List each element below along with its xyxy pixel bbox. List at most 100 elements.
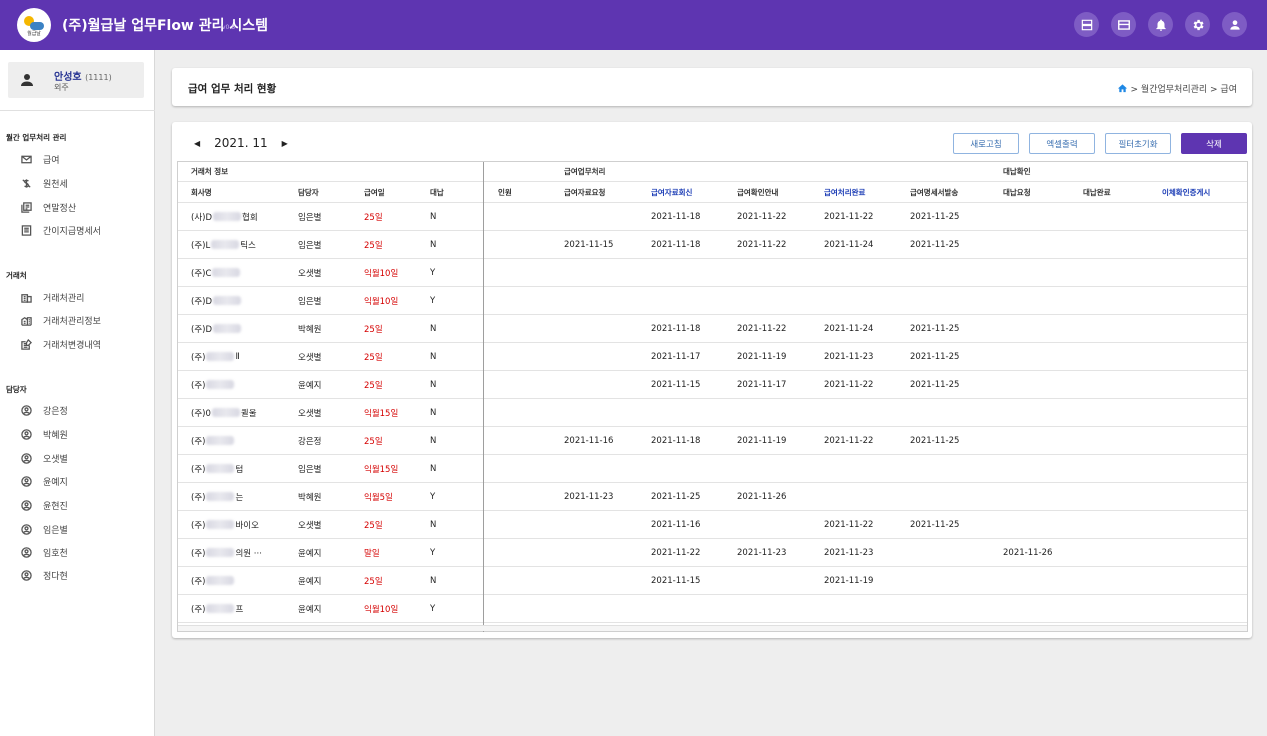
payday-cell: 익월10일	[364, 604, 399, 615]
company-prefix: (주)	[191, 352, 206, 363]
column-header[interactable]: 이체확인증게시	[1162, 187, 1211, 197]
company-name-cell: (주)	[191, 427, 235, 454]
gear-icon[interactable]	[1185, 12, 1210, 37]
column-header[interactable]: 급여처리완료	[824, 187, 866, 197]
sidebar-item-label: 정다현	[43, 571, 68, 582]
preq-cell: 2021-11-26	[1003, 547, 1053, 558]
column-header[interactable]: 급여자료요청	[564, 187, 606, 197]
table-row[interactable]: (주) 는 박혜원 익월5일 Y 2021-11-23 2021-11-25 2021-11-…	[178, 483, 1247, 511]
done-cell: 2021-11-22	[824, 435, 874, 446]
slip-cell: 2021-11-25	[910, 435, 960, 446]
table-row[interactable]: (주) 윤예지 25일 N 2021-11-15 2021-11-19	[178, 567, 1247, 595]
sidebar-item-label: 거래처관리정보	[43, 316, 101, 327]
sidebar-divider	[0, 110, 155, 111]
sidebar-item-manager-3[interactable]: 오샛별	[20, 451, 68, 465]
done-cell: 2021-11-23	[824, 351, 874, 362]
current-month: 2021. 11	[214, 136, 268, 150]
payday-cell: 25일	[364, 576, 383, 587]
company-suffix: 퀼울	[240, 408, 257, 419]
done-cell: 2021-11-24	[824, 239, 874, 250]
sidebar-item-client-management[interactable]: 거래처관리	[20, 290, 84, 304]
sidebar-item-manager-6[interactable]: 임은별	[20, 522, 68, 536]
sidebar-item-client-info[interactable]: 거래처관리정보	[20, 313, 101, 327]
horizontal-scrollbar[interactable]	[178, 625, 1247, 631]
home-icon[interactable]	[1117, 83, 1128, 94]
column-header[interactable]: 급여일	[364, 187, 385, 197]
table-row[interactable]: (주)C 오샛별 익월10일 Y	[178, 259, 1247, 287]
proxy-cell: N	[430, 351, 437, 362]
confirm-cell: 2021-11-17	[737, 379, 787, 390]
table-row[interactable]: (주)D 박혜원 25일 N 2021-11-18 2021-11-22 2021-11-2…	[178, 315, 1247, 343]
column-header[interactable]: 담당자	[298, 187, 319, 197]
table-row[interactable]: (사)D 협회 임은별 25일 N 2021-11-18 2021-11-22 2021-11…	[178, 203, 1247, 231]
sidebar-item-manager-4[interactable]: 윤예지	[20, 474, 68, 488]
sidebar-item-withholding-tax[interactable]: 원천세	[20, 176, 68, 190]
table-row[interactable]: (주)0 퀼울 오샛별 익월15일 N	[178, 399, 1247, 427]
company-prefix: (주)	[191, 380, 206, 391]
sidebar-item-manager-2[interactable]: 박혜원	[20, 427, 68, 441]
column-header[interactable]: 대납완료	[1083, 187, 1111, 197]
manager-cell: 임은별	[298, 212, 322, 223]
redacted-mask	[206, 520, 235, 529]
prev-month-icon[interactable]: ◀	[194, 138, 201, 148]
sidebar-item-payroll[interactable]: 급여	[20, 152, 60, 166]
rows-icon[interactable]	[1074, 12, 1099, 37]
section-title-monthly: 월간 업무처리 관리	[6, 133, 67, 142]
delete-button[interactable]: 삭제	[1181, 133, 1247, 154]
table-row[interactable]: (주) 강은정 25일 N 2021-11-16 2021-11-18 2021-11-19…	[178, 427, 1247, 455]
breadcrumb-path[interactable]: > 월간업무처리관리 > 급여	[1130, 85, 1237, 95]
app-logo[interactable]: 월급날	[17, 8, 51, 42]
table-row[interactable]: (주) 텀 임은별 익월15일 N	[178, 455, 1247, 483]
sidebar-item-label: 임호천	[43, 548, 68, 559]
sidebar-item-manager-8[interactable]: 정다현	[20, 568, 68, 582]
column-header[interactable]: 급여확인안내	[737, 187, 779, 197]
column-header[interactable]: 회사명	[191, 187, 212, 197]
next-month-icon[interactable]: ▶	[281, 138, 288, 148]
table-row[interactable]: (주) Ⅱ 오샛별 25일 N 2021-11-17 2021-11-19 2021-11-2…	[178, 343, 1247, 371]
sidebar-item-manager-5[interactable]: 윤현진	[20, 498, 68, 512]
column-header[interactable]: 급여명세서발송	[910, 187, 959, 197]
bell-icon[interactable]	[1148, 12, 1173, 37]
redacted-mask	[206, 380, 235, 389]
company-prefix: (주)	[191, 604, 206, 615]
manager-cell: 윤예지	[298, 604, 322, 615]
sidebar-item-client-history[interactable]: 거래처변경내역	[20, 337, 101, 351]
manager-cell: 오샛별	[298, 268, 322, 279]
proxy-cell: N	[430, 575, 437, 586]
card-icon[interactable]	[1111, 12, 1136, 37]
column-header[interactable]: 대납요청	[1003, 187, 1031, 197]
company-name-cell: (주) 텀	[191, 455, 243, 482]
excel-export-button[interactable]: 엑셀출력	[1029, 133, 1095, 154]
city-icon	[20, 314, 32, 326]
reset-filter-button[interactable]: 필터초기화	[1105, 133, 1171, 154]
table-row[interactable]: (주) 윤예지 25일 N 2021-11-15 2021-11-17 2021-11-22…	[178, 371, 1247, 399]
table-row[interactable]: (주) 프 윤예지 익월10일 Y	[178, 595, 1247, 623]
sidebar-item-label: 연말정산	[43, 203, 77, 214]
req-cell: 2021-11-15	[564, 239, 614, 250]
table-row[interactable]: (주) 바이오 오샛별 25일 N 2021-11-16 2021-11-22 2021-11…	[178, 511, 1247, 539]
sidebar-item-year-end[interactable]: 연말정산	[20, 200, 76, 214]
column-header[interactable]: 인원	[498, 187, 512, 197]
sidebar-item-manager-7[interactable]: 임호천	[20, 545, 68, 559]
company-suffix: Ⅱ	[235, 351, 240, 362]
table-row[interactable]: (주)D 임은별 익월10일 Y	[178, 287, 1247, 315]
reply-cell: 2021-11-17	[651, 351, 701, 362]
user-card[interactable]: 안성호 (1111) 외주	[8, 62, 144, 98]
proxy-cell: N	[430, 379, 437, 390]
app-title: (주)월급날 업무Flow 관리 시스템	[62, 18, 269, 34]
payday-cell: 익월15일	[364, 408, 399, 419]
table-row[interactable]: (주)L 틱스 임은별 25일 N 2021-11-15 2021-11-18 2021-11…	[178, 231, 1247, 259]
redacted-mask	[206, 492, 235, 501]
sidebar-item-manager-1[interactable]: 강은정	[20, 403, 68, 417]
table-row[interactable]: (주) 의원 ··· 윤예지 말일 Y 2021-11-22 2021-11-23 2021-…	[178, 539, 1247, 567]
sidebar-item-simple-statement[interactable]: 간이지급명세서	[20, 223, 101, 237]
done-cell: 2021-11-22	[824, 211, 874, 222]
account-icon[interactable]	[1222, 12, 1247, 37]
reply-cell: 2021-11-15	[651, 575, 701, 586]
column-header[interactable]: 급여자료회신	[651, 187, 693, 197]
proxy-cell: N	[430, 323, 437, 334]
person-circle-icon	[20, 523, 32, 535]
column-header[interactable]: 대납	[430, 187, 444, 197]
refresh-button[interactable]: 새로고침	[953, 133, 1019, 154]
redacted-mask	[206, 548, 235, 557]
